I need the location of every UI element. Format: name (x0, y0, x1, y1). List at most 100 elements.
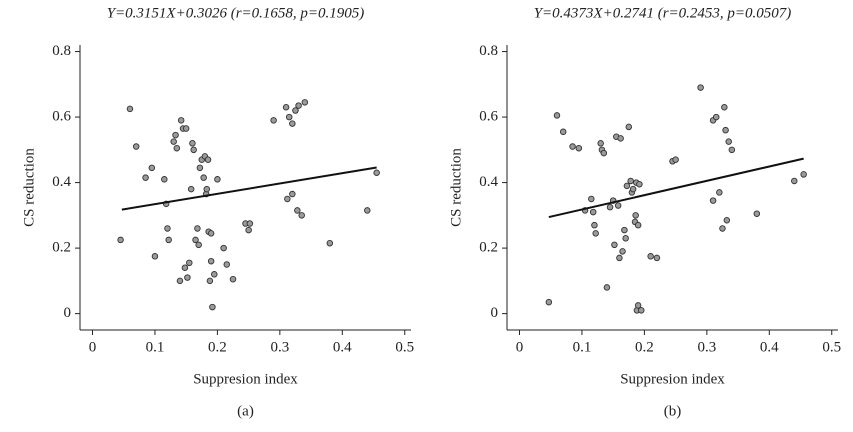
point (636, 180, 643, 188)
point (192, 236, 199, 244)
point (588, 195, 595, 203)
point (791, 177, 798, 185)
y-tick-label: 0.4 (479, 174, 498, 190)
point (606, 203, 614, 211)
point (282, 103, 290, 111)
point (553, 112, 561, 119)
point (170, 138, 177, 145)
point (647, 253, 654, 260)
point (589, 208, 597, 216)
point (270, 117, 277, 124)
y-tick-label: 0.6 (479, 109, 498, 125)
point (632, 212, 639, 219)
point (364, 207, 371, 214)
point (289, 190, 296, 198)
point (295, 102, 302, 109)
point (187, 185, 195, 193)
point (207, 230, 215, 237)
point (189, 140, 196, 147)
point (725, 138, 732, 145)
point (621, 226, 628, 234)
point (753, 210, 761, 217)
point (190, 146, 197, 154)
x-tick-label: 0.5 (395, 339, 414, 355)
point (545, 298, 553, 306)
point (722, 126, 729, 134)
x-tick-label: 0.3 (270, 339, 289, 355)
point (301, 99, 309, 106)
point (800, 171, 807, 178)
point (697, 84, 704, 91)
point (634, 221, 642, 229)
point (634, 302, 642, 309)
point (182, 125, 190, 132)
point (591, 221, 598, 229)
y-tick-label: 0.2 (479, 240, 498, 256)
point (373, 169, 380, 177)
point (246, 220, 254, 227)
point (194, 225, 201, 232)
point (619, 248, 626, 255)
point (638, 307, 645, 314)
x-axis-label: Suppresion index (620, 371, 725, 387)
point (126, 105, 134, 113)
point (200, 174, 207, 181)
point (721, 103, 728, 111)
point (207, 257, 215, 265)
point (285, 113, 293, 121)
point (177, 117, 185, 124)
point (569, 143, 576, 150)
caption: (a) (237, 403, 254, 419)
point (617, 135, 624, 142)
point (627, 177, 634, 185)
point (209, 303, 216, 311)
point (206, 277, 214, 285)
point (184, 274, 191, 281)
point (132, 143, 140, 150)
y-tick-label: 0.8 (479, 43, 498, 59)
point (181, 264, 189, 272)
x-tick-label: 0.5 (822, 339, 841, 355)
point (214, 176, 221, 183)
point (597, 140, 604, 147)
point (559, 128, 567, 136)
point (223, 261, 231, 268)
point (623, 182, 631, 190)
chart-title: Y=0.3151X+0.3026 (r=0.1658, p=0.1905) (107, 5, 365, 21)
y-tick-label: 0 (491, 305, 499, 321)
point (148, 164, 156, 172)
point (709, 197, 717, 204)
point (203, 185, 211, 193)
point (629, 185, 637, 193)
point (298, 212, 305, 219)
x-tick-label: 0.4 (333, 339, 352, 355)
point (603, 284, 611, 291)
trend-line (121, 166, 377, 211)
x-tick-label: 0.4 (760, 339, 779, 355)
point (229, 275, 237, 283)
point (211, 271, 218, 278)
y-tick-label: 0 (64, 305, 72, 321)
point (284, 195, 291, 203)
y-axis-label: CS reduction (21, 148, 37, 227)
point (173, 144, 181, 152)
point (600, 149, 608, 157)
point (165, 236, 172, 244)
y-tick-label: 0.4 (52, 174, 71, 190)
x-tick-label: 0.1 (573, 339, 592, 355)
y-axis-label: CS reduction (448, 148, 464, 227)
point (292, 107, 299, 114)
chart-title: Y=0.4373X+0.2741 (r=0.2453, p=0.0507) (534, 5, 792, 21)
point (196, 164, 204, 172)
y-tick-label: 0.2 (52, 240, 71, 256)
point (611, 241, 618, 249)
point (653, 254, 661, 262)
x-tick-label: 0.2 (635, 339, 654, 355)
point (245, 226, 252, 234)
point (151, 253, 159, 260)
y-tick-label: 0.6 (52, 109, 71, 125)
x-tick-label: 0.1 (146, 339, 165, 355)
point (326, 239, 334, 247)
point (161, 176, 168, 183)
